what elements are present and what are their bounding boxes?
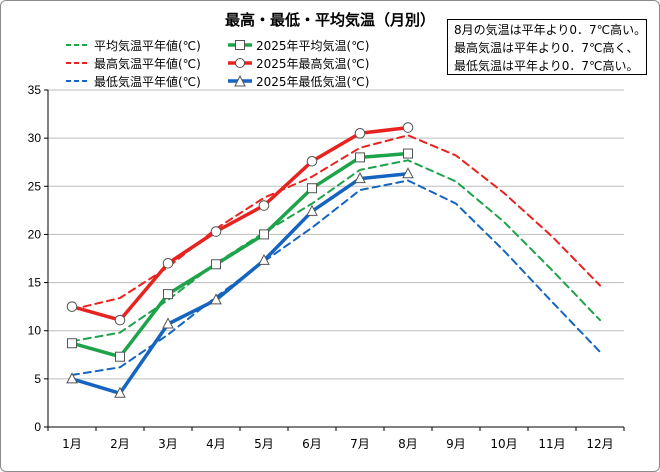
data-point bbox=[162, 317, 174, 329]
data-point bbox=[258, 253, 270, 265]
series-line bbox=[70, 151, 410, 359]
data-point bbox=[355, 152, 365, 163]
x-tick-label: 9月 bbox=[446, 437, 466, 451]
legend-label: 2025年最低気温(℃) bbox=[256, 74, 370, 89]
data-point bbox=[259, 229, 269, 240]
legend-label: 最高気温平年値(℃) bbox=[94, 56, 201, 71]
chart-title: 最高・最低・平均気温（月別） bbox=[224, 11, 435, 29]
legend-swatch bbox=[228, 75, 252, 87]
legend-item-avg-normal: 平均気温平年値(℃) bbox=[66, 36, 201, 54]
legend-item-max-2025: 2025年最高気温(℃) bbox=[228, 54, 369, 72]
series-line bbox=[71, 179, 601, 376]
legend-label: 平均気温平年値(℃) bbox=[94, 38, 201, 53]
x-tick-label: 5月 bbox=[254, 437, 274, 451]
y-tick-label: 5 bbox=[34, 372, 41, 386]
legend-label: 2025年最高気温(℃) bbox=[256, 56, 370, 71]
annotation-line: 8月の気温は平年より0．7℃高い。 bbox=[454, 23, 647, 37]
legend-item-avg-2025: 2025年平均気温(℃) bbox=[228, 36, 369, 54]
annotation-line: 最低気温は平年より0．7℃高い。 bbox=[454, 59, 639, 73]
y-tick-label: 30 bbox=[28, 131, 42, 145]
data-point bbox=[66, 372, 78, 384]
data-point bbox=[403, 148, 413, 159]
x-tick-label: 12月 bbox=[586, 437, 613, 451]
series-markers bbox=[66, 122, 414, 398]
y-tick-label: 15 bbox=[28, 276, 42, 290]
data-point bbox=[402, 167, 414, 179]
legend-swatch bbox=[66, 62, 90, 64]
data-point bbox=[210, 293, 222, 305]
data-point bbox=[114, 314, 126, 326]
y-tick-label: 35 bbox=[28, 83, 42, 97]
y-tick-label: 10 bbox=[28, 324, 42, 338]
y-tick-label: 25 bbox=[28, 179, 42, 193]
data-point bbox=[210, 226, 222, 237]
x-tick-label: 10月 bbox=[490, 437, 517, 451]
x-tick-label: 11月 bbox=[538, 437, 565, 451]
annotation-line: 最高気温は平年より0．7℃高く、 bbox=[454, 41, 639, 55]
data-point bbox=[162, 258, 174, 269]
series-line bbox=[70, 125, 410, 322]
legend-swatch bbox=[66, 80, 90, 82]
x-tick-label: 4月 bbox=[206, 437, 226, 451]
y-tick-label: 20 bbox=[28, 227, 42, 241]
data-point bbox=[258, 200, 270, 211]
legend-item-min-normal: 最低気温平年値(℃) bbox=[66, 72, 201, 90]
x-tick-label: 8月 bbox=[398, 437, 418, 451]
data-point bbox=[66, 301, 78, 312]
data-point bbox=[115, 351, 125, 362]
legend-swatch bbox=[228, 40, 252, 50]
data-point bbox=[114, 386, 126, 398]
data-point bbox=[211, 259, 221, 270]
series-lines bbox=[70, 125, 601, 396]
y-tick-label: 0 bbox=[34, 420, 41, 434]
annotation-box: 8月の気温は平年より0．7℃高い。 最高気温は平年より0．7℃高く、 最低気温は… bbox=[447, 19, 647, 75]
data-point bbox=[306, 204, 318, 216]
x-tick-label: 1月 bbox=[62, 437, 82, 451]
data-point bbox=[354, 128, 366, 139]
legend-label: 最低気温平年値(℃) bbox=[94, 74, 201, 89]
data-point bbox=[402, 122, 414, 133]
data-point bbox=[163, 289, 173, 300]
x-tick-label: 6月 bbox=[302, 437, 322, 451]
legend-swatch bbox=[228, 58, 252, 68]
legend-swatch bbox=[66, 44, 90, 46]
axes: 0 5 10 15 20 25 30 35 1月 2月 3月 4月 5月 6月 7月 8月 9月 10月 11月 12… bbox=[28, 83, 625, 451]
legend-item-max-normal: 最高気温平年値(℃) bbox=[66, 54, 201, 72]
legend-label: 2025年平均気温(℃) bbox=[256, 38, 370, 53]
x-tick-label: 3月 bbox=[158, 437, 178, 451]
data-point bbox=[354, 172, 366, 184]
legend-item-min-2025: 2025年最低気温(℃) bbox=[228, 72, 369, 90]
x-tick-label: 2月 bbox=[110, 437, 130, 451]
x-tick-label: 7月 bbox=[350, 437, 370, 451]
data-point bbox=[307, 183, 317, 194]
data-point bbox=[67, 338, 77, 349]
series-line bbox=[70, 172, 410, 396]
data-point bbox=[306, 155, 318, 167]
